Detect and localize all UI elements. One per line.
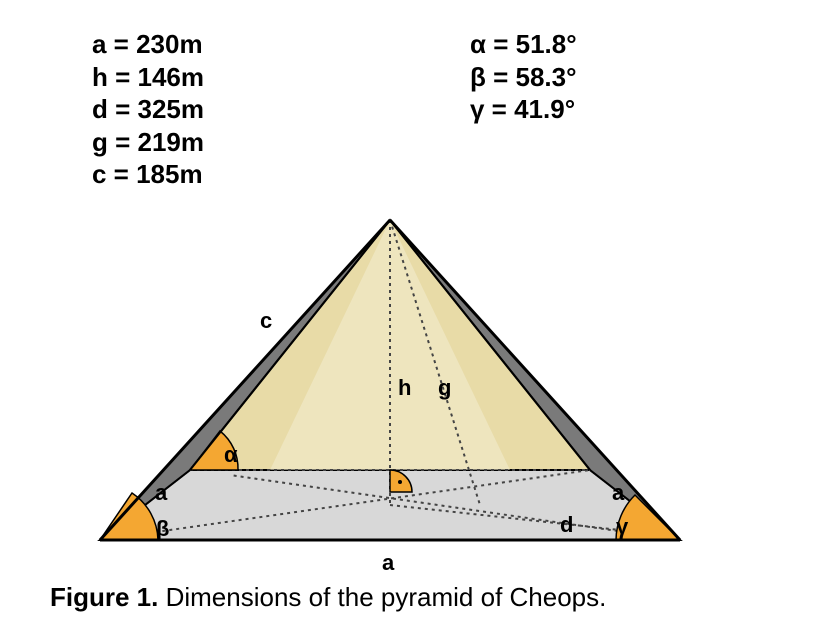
label-a-right: a <box>612 480 625 505</box>
dimensions-column: a = 230m h = 146m d = 325m g = 219m c = … <box>92 28 204 191</box>
dim-c: c = 185m <box>92 158 204 191</box>
angle-beta: β = 58.3° <box>470 61 577 94</box>
angle-gamma: γ = 41.9° <box>470 93 577 126</box>
right-angle-dot <box>398 480 402 484</box>
label-a-bottom: a <box>382 550 395 575</box>
dim-d: d = 325m <box>92 93 204 126</box>
pyramid-diagram: c h g a a a d α β γ <box>60 200 720 580</box>
dim-h: h = 146m <box>92 61 204 94</box>
label-h: h <box>398 375 411 400</box>
label-d: d <box>560 512 573 537</box>
label-alpha: α <box>224 442 238 467</box>
figure-caption: Figure 1. Dimensions of the pyramid of C… <box>50 582 606 613</box>
label-c: c <box>260 308 272 333</box>
dim-a: a = 230m <box>92 28 204 61</box>
label-beta: β <box>156 516 169 541</box>
label-a-left: a <box>155 480 168 505</box>
angle-alpha: α = 51.8° <box>470 28 577 61</box>
caption-text: Dimensions of the pyramid of Cheops. <box>158 582 606 612</box>
label-gamma: γ <box>616 514 629 539</box>
caption-label: Figure 1. <box>50 582 158 612</box>
dim-g: g = 219m <box>92 126 204 159</box>
label-g: g <box>438 375 451 400</box>
angles-column: α = 51.8° β = 58.3° γ = 41.9° <box>470 28 577 126</box>
figure-canvas: a = 230m h = 146m d = 325m g = 219m c = … <box>0 0 814 632</box>
